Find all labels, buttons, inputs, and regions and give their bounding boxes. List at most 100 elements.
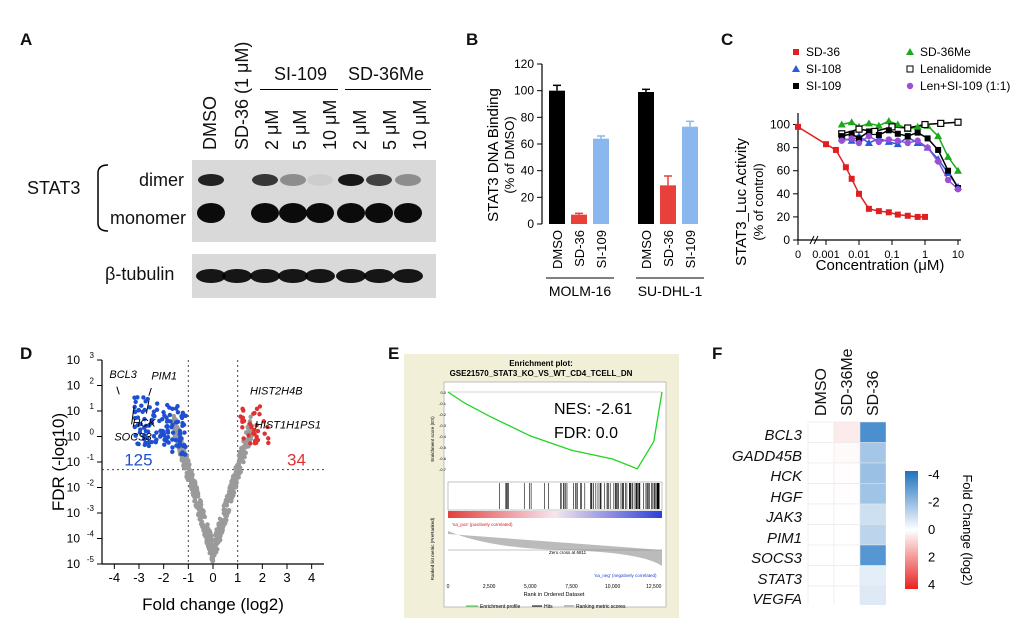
down-gene-point — [183, 413, 188, 419]
legend-label: SI-109 — [806, 79, 842, 93]
legend-label: SD-36 — [806, 45, 840, 59]
up-gene-point — [251, 411, 256, 416]
gene-point — [209, 547, 214, 553]
data-point — [914, 137, 921, 144]
data-point — [885, 127, 892, 134]
heatmap-row-label: VEGFA — [752, 591, 802, 608]
ranking-metric — [448, 531, 662, 566]
gene-point — [201, 513, 206, 518]
heatmap-cell — [807, 565, 835, 587]
x-tick-label: 4 — [308, 570, 315, 585]
down-gene-point — [175, 410, 181, 415]
down-gene-point — [132, 395, 137, 400]
data-point — [914, 213, 921, 220]
gene-point — [232, 472, 237, 477]
data-point — [885, 136, 893, 143]
colorbar-tick: 0 — [928, 522, 935, 537]
y-tick-label: 10 — [67, 379, 81, 393]
up-gene-point — [261, 419, 267, 424]
gene-point — [190, 478, 196, 483]
gene-point — [217, 520, 223, 526]
heatmap-row-label: HCK — [770, 468, 802, 485]
panel-c-label: C — [721, 30, 734, 49]
legend-marker — [793, 49, 799, 55]
gene-point — [221, 508, 227, 513]
bar-label: SD-36 — [661, 230, 676, 267]
down-gene-point — [154, 430, 159, 435]
heatmap-cell — [807, 483, 835, 505]
legend-label: Ranking metric scores — [576, 604, 626, 610]
gene-point — [189, 471, 195, 477]
down-gene-point — [165, 423, 170, 429]
data-point — [848, 135, 855, 142]
y-tick-exponent: -3 — [87, 504, 95, 513]
es-axis-label: Enrichment score (ES) — [430, 416, 435, 462]
arrow — [148, 387, 152, 396]
data-point — [904, 133, 911, 140]
dimer-band — [198, 174, 224, 186]
heatmap-cell — [833, 503, 861, 525]
down-gene-point — [177, 428, 183, 434]
down-gene-point — [153, 439, 159, 445]
down-gene-point — [145, 396, 150, 402]
bar-label: SI-109 — [683, 230, 698, 268]
x-tick-label: 0.01 — [848, 249, 869, 261]
y-tick-exponent: 0 — [90, 428, 95, 437]
tubulin-band — [336, 269, 366, 283]
heatmap-row-label: PIM1 — [766, 529, 802, 547]
tubulin-band — [278, 269, 308, 283]
y-tick-exponent: 3 — [90, 351, 95, 360]
down-gene-point — [139, 403, 144, 408]
y-axis-label: FDR (-log10) — [49, 413, 68, 511]
down-gene-point — [180, 410, 186, 416]
down-gene-point — [161, 433, 167, 438]
protein-label: STAT3 — [27, 178, 81, 198]
dimer-band — [366, 174, 392, 186]
gene-point — [220, 527, 225, 532]
y-tick-label: 20 — [521, 190, 535, 204]
up-gene-point — [246, 433, 251, 438]
data-point — [848, 130, 855, 137]
bar-chart-dna-binding: STAT3 DNA Binding (% of DMSO) 0 20 40 60 80 1… — [485, 57, 704, 299]
neg-label: 'na_neg' (negatively correlated) — [594, 573, 657, 578]
data-point — [894, 137, 902, 144]
y-tick-label: 10 — [67, 481, 81, 495]
heatmap-cell — [807, 421, 835, 443]
monomer-band — [394, 203, 422, 223]
up-gene-point — [248, 441, 253, 446]
data-point — [864, 119, 873, 127]
down-gene-point — [146, 443, 152, 449]
legend-label: SI-108 — [806, 62, 842, 76]
monomer-band — [337, 203, 365, 223]
down-gene-point — [141, 425, 147, 431]
down-gene-point — [133, 433, 138, 438]
data-point — [921, 120, 929, 129]
y-axis-label: STAT3 DNA Binding — [485, 88, 502, 222]
lane-label: 10 μM — [410, 99, 430, 150]
y-tick-label: 40 — [521, 164, 535, 178]
down-gene-point — [180, 450, 185, 455]
x-tick-label: 0 — [209, 570, 216, 585]
gene-point — [226, 492, 231, 497]
panel-e-label: E — [388, 344, 400, 363]
loading-control-label: β-tubulin — [105, 264, 175, 284]
down-gene-point — [135, 423, 140, 428]
data-point — [934, 158, 942, 165]
data-point — [888, 123, 896, 131]
bar — [549, 90, 565, 224]
dimer-band — [280, 174, 306, 186]
data-point — [832, 146, 839, 153]
x-tick-label: -4 — [109, 570, 121, 585]
data-point — [884, 117, 893, 125]
y-axis-label-units: (% of DMSO) — [502, 116, 517, 193]
down-gene-point — [138, 427, 143, 432]
down-gene-point — [143, 433, 148, 439]
rank-color-bar — [448, 511, 662, 518]
gene-point — [191, 493, 196, 498]
monomer-band — [279, 203, 307, 223]
data-point — [847, 118, 856, 126]
y-tick-label: 80 — [777, 141, 791, 155]
heatmap — [807, 421, 886, 605]
bar — [593, 138, 609, 224]
x-tick-label: 3 — [283, 570, 290, 585]
